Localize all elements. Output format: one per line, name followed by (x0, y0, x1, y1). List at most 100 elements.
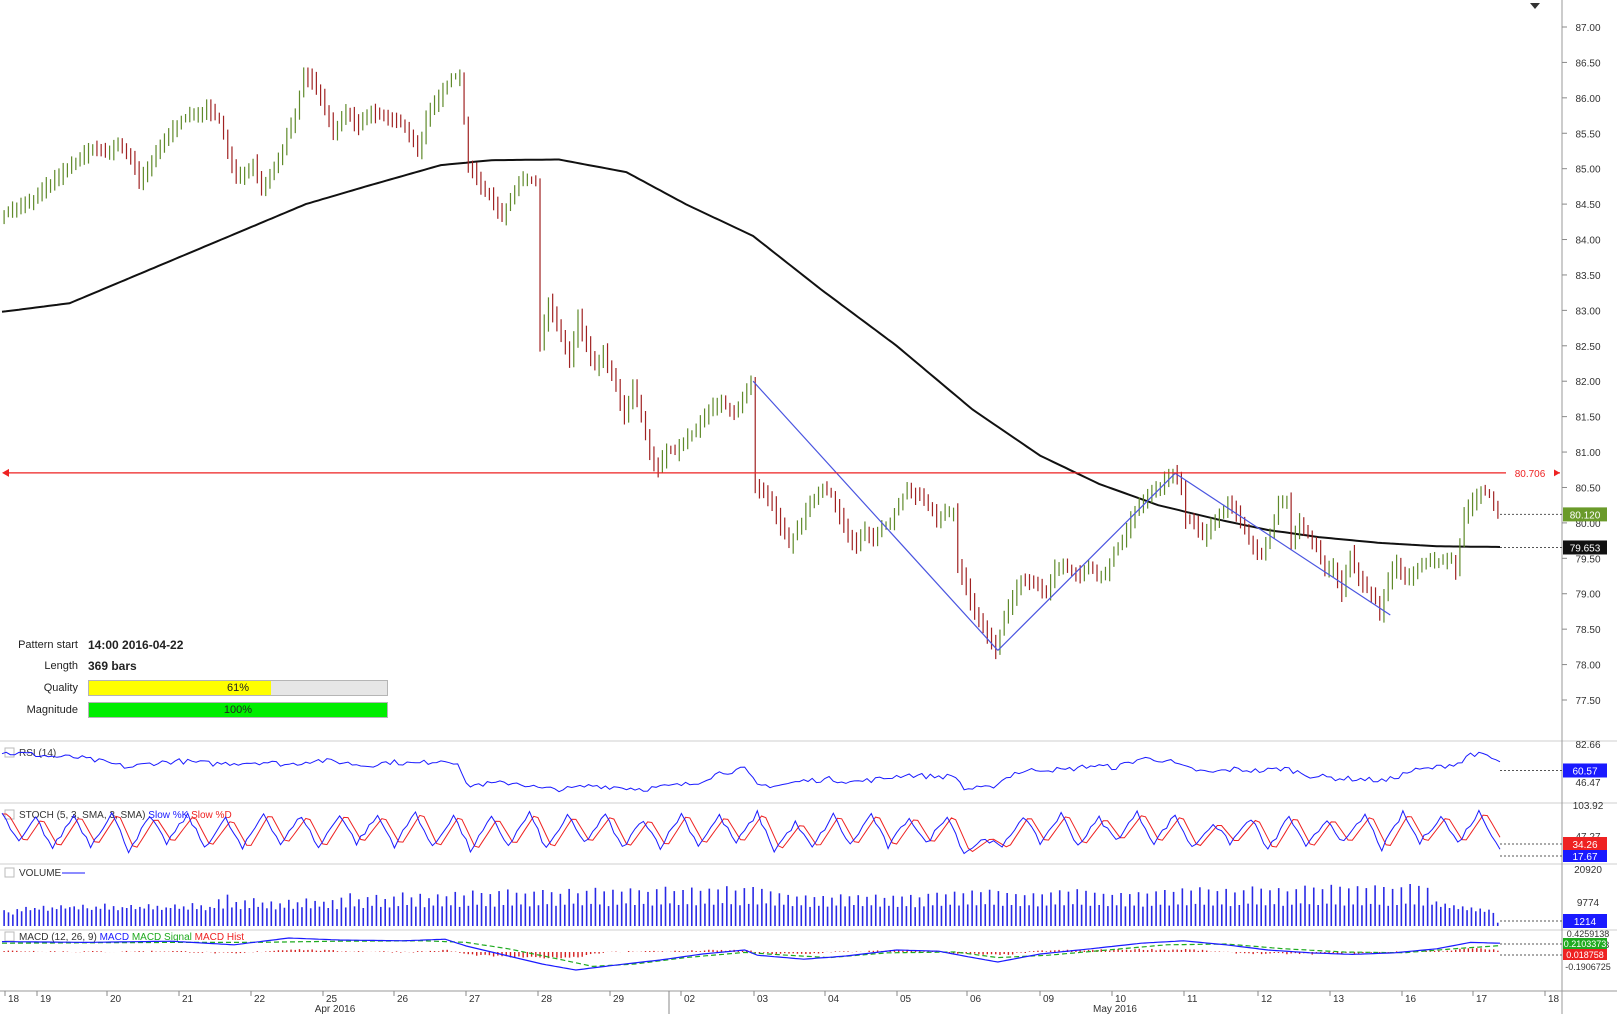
rsi-last-label: 60.57 (1572, 766, 1597, 777)
x-day-label: 06 (970, 994, 982, 1005)
last-price-label: 80.120 (1570, 510, 1601, 521)
sma-last-label: 79.653 (1570, 543, 1601, 554)
price-tick-label: 83.50 (1575, 271, 1600, 282)
pattern-info-panel: Pattern start 14:00 2016-04-22 Length 36… (6, 636, 398, 731)
price-tick-label: 81.00 (1575, 448, 1600, 459)
pattern-start-label: Pattern start (18, 639, 78, 651)
macd-last-label: 0.2103373 (1564, 939, 1607, 949)
macd-last-badge (1563, 938, 1607, 949)
quality-bar-text: 61% (226, 682, 250, 694)
x-day-label: 25 (326, 994, 338, 1005)
resistance-right-arrow-icon (1553, 468, 1560, 477)
resistance-label: 80.706 (1515, 469, 1546, 480)
x-day-label: 21 (182, 994, 194, 1005)
pattern-quality-label: Quality (43, 682, 78, 694)
price-tick-label: 84.00 (1575, 236, 1600, 247)
x-day-label: 18 (1548, 994, 1560, 1005)
x-day-label: 17 (1476, 994, 1488, 1005)
x-day-label: 12 (1261, 994, 1273, 1005)
stoch-title: STOCH (5, 3, SMA, 3, SMA) Slow %K Slow %… (19, 810, 232, 821)
price-tick-label: 84.50 (1575, 200, 1600, 211)
macd-hist-label: 0.018758 (1566, 950, 1604, 960)
price-tick-label: 87.00 (1575, 23, 1600, 34)
pattern-start-value: 14:00 2016-04-22 (88, 638, 184, 652)
price-tick-label: 85.50 (1575, 129, 1600, 140)
magnitude-bar-text: 100% (223, 704, 253, 716)
magnitude-bar-fill (89, 703, 387, 717)
x-day-label: 22 (254, 994, 266, 1005)
x-day-label: 20 (110, 994, 122, 1005)
x-day-label: 29 (613, 994, 625, 1005)
stoch-tick-label: 103.92 (1573, 801, 1604, 812)
stoch-d-line (2, 813, 1501, 853)
quality-bar-fill (89, 681, 271, 695)
x-day-label: 26 (397, 994, 409, 1005)
stoch-legend-d: Slow %D (191, 810, 232, 821)
x-day-label: 18 (8, 994, 20, 1005)
x-day-label: 02 (684, 994, 696, 1005)
collapse-arrow-icon[interactable] (1530, 3, 1540, 9)
pattern-length-value: 369 bars (88, 659, 137, 673)
x-month-label: Apr 2016 (315, 1004, 356, 1014)
price-tick-label: 86.50 (1575, 58, 1600, 69)
pattern-line (752, 380, 999, 651)
rsi-title: RSI (14) (19, 748, 56, 759)
x-day-label: 09 (1043, 994, 1055, 1005)
resistance-left-arrow-icon (2, 468, 9, 477)
pattern-length-label: Length (44, 660, 78, 672)
volume-last-label: 1214 (1574, 917, 1597, 928)
rsi-tick-label: 82.66 (1575, 740, 1600, 751)
price-tick-label: 82.50 (1575, 342, 1600, 353)
macd-legend-signal: MACD Signal (132, 932, 195, 943)
price-tick-label: 83.00 (1575, 306, 1600, 317)
sma-last-badge (1563, 540, 1607, 555)
x-day-label: 19 (40, 994, 52, 1005)
price-tick-label: 80.00 (1575, 519, 1600, 530)
price-tick-label: 86.00 (1575, 94, 1600, 105)
macd-tick-label: -0.1906725 (1565, 962, 1611, 972)
stoch-legend-k: Slow %K (148, 810, 191, 821)
price-tick-label: 78.50 (1575, 625, 1600, 636)
price-tick-label: 85.00 (1575, 165, 1600, 176)
volume-tick-label: 9774 (1577, 898, 1600, 909)
volume-last-badge (1563, 914, 1607, 928)
sma-line (1, 158, 1501, 548)
macd-hist-badge (1563, 949, 1607, 960)
x-day-label: 05 (900, 994, 912, 1005)
macd-tick-label: 0.4259138 (1567, 929, 1610, 939)
stoch-d-badge (1563, 850, 1607, 862)
pattern-line (1174, 472, 1391, 616)
last-price-badge (1563, 507, 1607, 522)
x-day-label: 04 (828, 994, 840, 1005)
volume-tick-label: 20920 (1574, 865, 1602, 876)
volume-title: VOLUME (19, 868, 62, 879)
rsi-tick-label: 46.47 (1575, 778, 1600, 789)
x-month-label: May 2016 (1093, 1004, 1137, 1014)
stoch-k-badge (1563, 837, 1607, 850)
resistance-label-bg (1506, 465, 1554, 480)
pattern-magnitude-label: Magnitude (26, 704, 78, 716)
x-day-label: 10 (1115, 994, 1127, 1005)
price-tick-label: 82.00 (1575, 377, 1600, 388)
price-tick-label: 81.50 (1575, 413, 1600, 424)
rsi-line (1, 751, 1501, 793)
x-day-label: 27 (469, 994, 481, 1005)
stoch-k-label: 34.26 (1572, 840, 1597, 851)
pattern-line (997, 472, 1176, 651)
price-tick-label: 78.00 (1575, 661, 1600, 672)
x-day-label: 03 (757, 994, 769, 1005)
x-day-label: 11 (1187, 994, 1198, 1005)
rsi-last-badge (1563, 763, 1607, 778)
volume-close-icon (4, 867, 15, 878)
magnitude-bar: 100% (88, 702, 388, 718)
macd-title: MACD (12, 26, 9) MACD MACD Signal MACD H… (19, 932, 244, 943)
macd-legend-hist: MACD Hist (195, 932, 245, 943)
price-tick-label: 79.50 (1575, 554, 1600, 565)
macd-legend-macd: MACD (100, 932, 132, 943)
price-tick-label: 80.50 (1575, 483, 1600, 494)
x-day-label: 16 (1405, 994, 1417, 1005)
x-day-label: 13 (1333, 994, 1345, 1005)
price-tick-label: 77.50 (1575, 696, 1600, 707)
macd-close-icon (4, 931, 15, 942)
